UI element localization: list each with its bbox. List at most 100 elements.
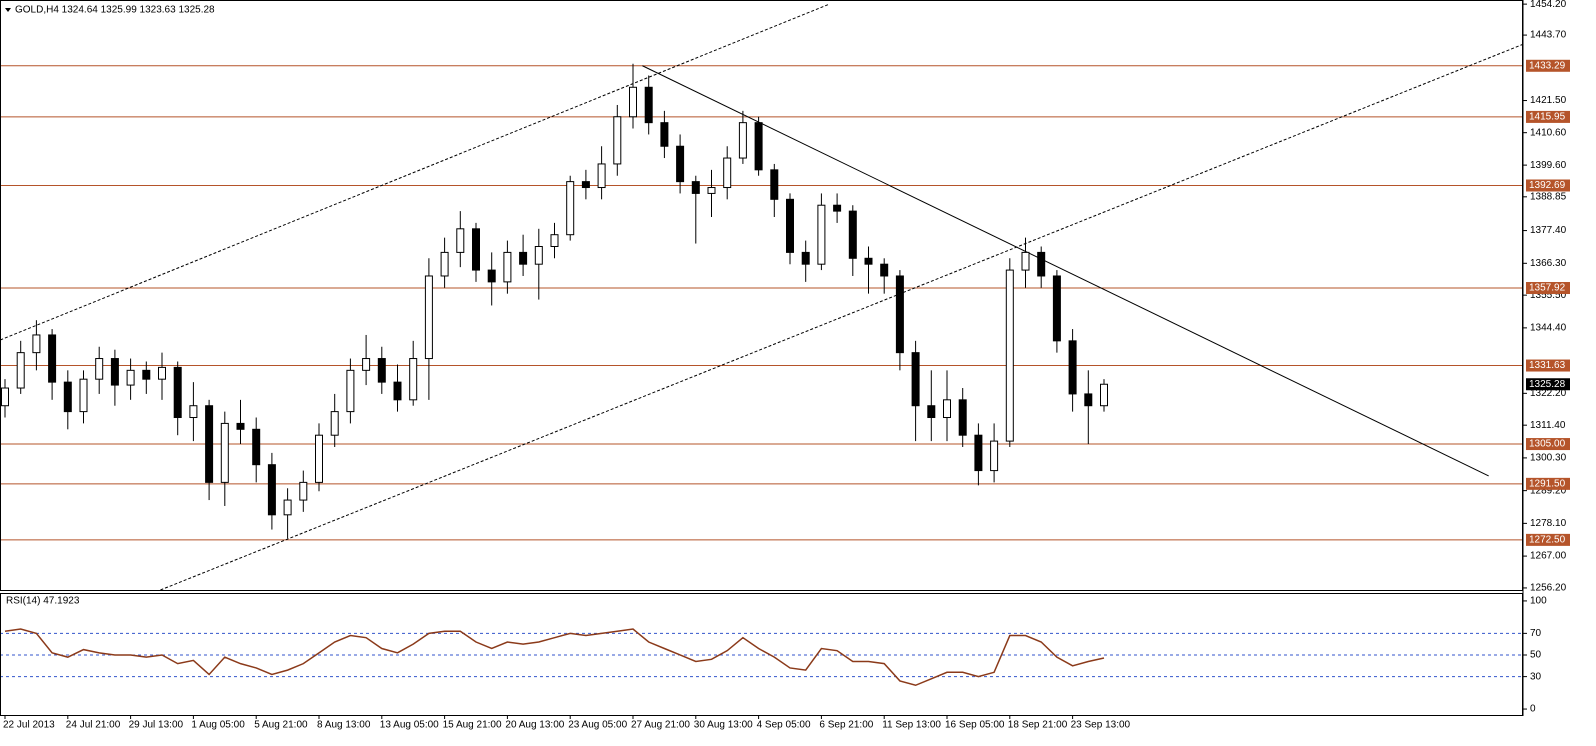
level-label-bg bbox=[1526, 59, 1570, 72]
x-tick-label: 8 Aug 13:00 bbox=[317, 720, 371, 731]
y-tick-label: 1377.40 bbox=[1530, 225, 1567, 236]
candle-body bbox=[754, 122, 763, 171]
candle-body bbox=[158, 366, 166, 380]
candle-body bbox=[597, 163, 606, 189]
x-tick-label: 29 Jul 13:00 bbox=[129, 720, 184, 731]
level-label: 1291.50 bbox=[1529, 478, 1566, 489]
candle-body bbox=[330, 411, 339, 436]
candle-body bbox=[142, 369, 151, 380]
candle-body bbox=[581, 181, 590, 189]
y-tick-label: 1355.50 bbox=[1530, 290, 1567, 301]
y-tick-label: 1421.50 bbox=[1530, 95, 1567, 106]
x-tick-label: 13 Aug 05:00 bbox=[380, 720, 439, 731]
candle-body bbox=[550, 234, 559, 247]
last-price-bg bbox=[1526, 378, 1570, 391]
candle-body bbox=[32, 334, 41, 354]
y-tick-label: 1344.40 bbox=[1530, 323, 1567, 334]
candle-body bbox=[864, 257, 873, 265]
candle-body bbox=[613, 116, 622, 165]
candle-body bbox=[629, 86, 637, 118]
candle-body bbox=[566, 181, 575, 236]
level-label: 1357.92 bbox=[1529, 283, 1566, 294]
y-tick-label: 1278.10 bbox=[1530, 518, 1567, 529]
y-tick-label: 1256.20 bbox=[1530, 583, 1567, 594]
candle-body bbox=[95, 358, 104, 380]
candle-body bbox=[487, 269, 496, 283]
candle-body bbox=[911, 352, 920, 407]
x-tick-label: 23 Aug 05:00 bbox=[568, 720, 627, 731]
candle-body bbox=[393, 381, 402, 401]
rsi-tick-label: 70 bbox=[1530, 628, 1542, 639]
candle-body bbox=[786, 198, 794, 253]
level-label-bg bbox=[1526, 477, 1570, 490]
x-tick-label: 30 Aug 13:00 bbox=[694, 720, 753, 731]
level-label: 1331.63 bbox=[1529, 360, 1566, 371]
candle-body bbox=[833, 204, 842, 212]
candle-body bbox=[958, 399, 967, 436]
candle-body bbox=[660, 122, 669, 147]
level-label: 1272.50 bbox=[1529, 535, 1566, 546]
rsi-tick-label: 100 bbox=[1530, 596, 1547, 607]
candle-body bbox=[362, 358, 371, 371]
candle-body bbox=[770, 169, 779, 200]
level-label-bg bbox=[1526, 282, 1570, 295]
candle-body bbox=[346, 369, 355, 413]
candle-body bbox=[1052, 275, 1061, 342]
candle-body bbox=[691, 181, 700, 194]
x-tick-label: 5 Aug 21:00 bbox=[254, 720, 308, 731]
candle-body bbox=[895, 275, 904, 354]
candle-body bbox=[801, 251, 810, 265]
candle-body bbox=[534, 245, 543, 265]
candle-body bbox=[943, 399, 951, 419]
candle-body bbox=[1084, 393, 1093, 407]
y-tick-label: 1267.00 bbox=[1530, 551, 1567, 562]
level-label: 1305.00 bbox=[1529, 439, 1566, 450]
candle-body bbox=[16, 352, 25, 389]
candle-body bbox=[283, 499, 292, 516]
x-tick-label: 22 Jul 2013 bbox=[3, 720, 55, 731]
y-tick-label: 1388.85 bbox=[1530, 191, 1567, 202]
candle-body bbox=[817, 204, 826, 265]
candle-body bbox=[738, 122, 747, 159]
candle-body bbox=[126, 369, 135, 386]
candle-body bbox=[205, 405, 214, 483]
candle-body bbox=[1037, 251, 1046, 277]
candle-body bbox=[927, 405, 936, 419]
candle-body bbox=[990, 440, 999, 472]
rsi-tick-label: 50 bbox=[1530, 650, 1542, 661]
x-tick-label: 4 Sep 05:00 bbox=[757, 720, 811, 731]
x-tick-label: 1 Aug 05:00 bbox=[191, 720, 245, 731]
level-label-bg bbox=[1526, 110, 1570, 123]
y-tick-label: 1443.70 bbox=[1530, 30, 1567, 41]
candle-body bbox=[220, 422, 229, 483]
candle-body bbox=[1, 387, 9, 407]
x-tick-label: 23 Sep 13:00 bbox=[1071, 720, 1131, 731]
x-tick-label: 11 Sep 13:00 bbox=[882, 720, 941, 731]
level-label: 1392.69 bbox=[1529, 180, 1566, 191]
y-tick-label: 1366.30 bbox=[1530, 258, 1567, 269]
x-tick-label: 20 Aug 13:00 bbox=[505, 720, 564, 731]
candle-body bbox=[173, 366, 182, 419]
candle-body bbox=[503, 251, 512, 283]
main-panel bbox=[0, 0, 1523, 591]
candle-body bbox=[267, 464, 276, 516]
x-tick-label: 18 Sep 21:00 bbox=[1008, 720, 1068, 731]
menu-arrow[interactable] bbox=[5, 8, 11, 12]
candle-body bbox=[1068, 340, 1077, 395]
candle-body bbox=[1005, 269, 1014, 442]
x-tick-label: 27 Aug 21:00 bbox=[631, 720, 690, 731]
y-tick-label: 1311.40 bbox=[1530, 420, 1566, 431]
candle-body bbox=[1100, 383, 1108, 407]
candle-body bbox=[409, 358, 418, 401]
candle-body bbox=[880, 263, 889, 277]
candle-body bbox=[707, 187, 716, 194]
y-tick-label: 1454.20 bbox=[1530, 0, 1567, 10]
y-tick-label: 1399.60 bbox=[1530, 160, 1567, 171]
y-tick-label: 1300.30 bbox=[1530, 453, 1567, 464]
candle-body bbox=[48, 334, 57, 383]
rsi-tick-label: 0 bbox=[1530, 704, 1536, 715]
candle-body bbox=[252, 428, 261, 466]
rsi-tick-label: 30 bbox=[1530, 671, 1542, 682]
rsi-line bbox=[4, 628, 1105, 687]
candle-body bbox=[440, 251, 449, 277]
